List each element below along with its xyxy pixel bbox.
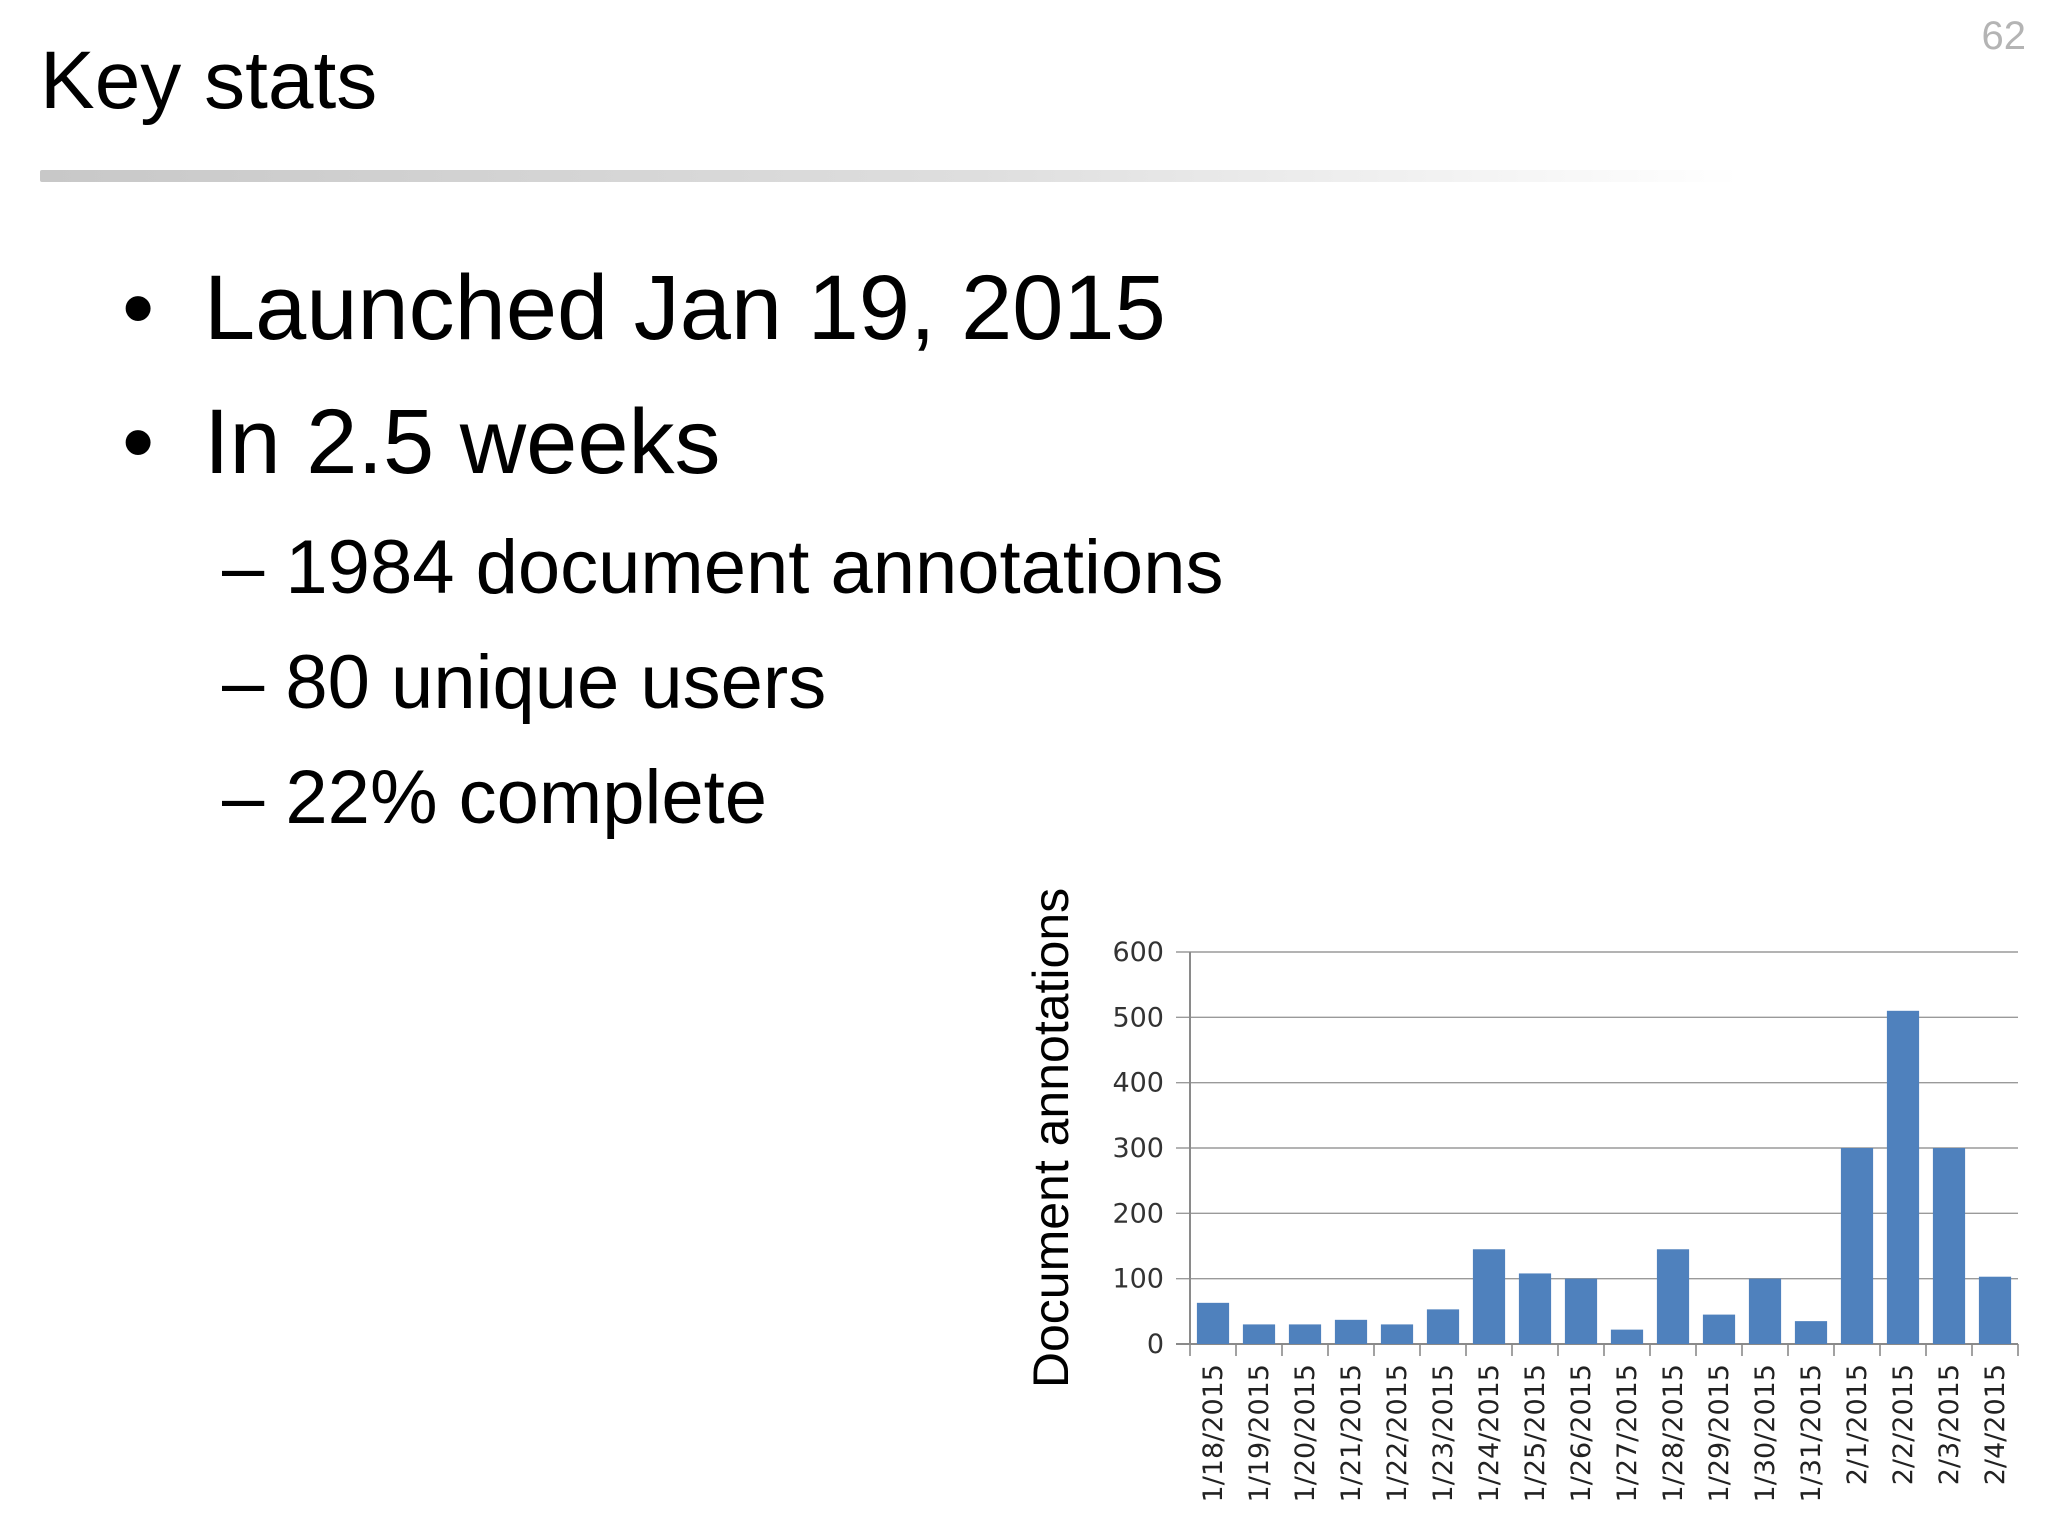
bar — [1794, 1321, 1828, 1344]
bar — [1196, 1302, 1230, 1344]
y-tick-label: 400 — [1112, 1068, 1164, 1099]
x-tick-label: 1/26/2015 — [1566, 1364, 1597, 1502]
x-tick-label: 1/21/2015 — [1336, 1364, 1367, 1502]
sub-bullet-marker: – — [222, 640, 265, 725]
sub-bullet-annotations: – 1984 document annotations — [222, 530, 1223, 606]
x-tick-label: 1/18/2015 — [1198, 1364, 1229, 1502]
bullet-text: In 2.5 weeks — [204, 391, 721, 493]
x-tick-label: 2/2/2015 — [1888, 1364, 1919, 1485]
bar — [1978, 1276, 2012, 1344]
chart-y-ticks: 0 100 200 300 400 500 600 — [1112, 937, 1164, 1360]
bar — [1656, 1249, 1690, 1344]
bar — [1886, 1010, 1920, 1344]
x-tick-label: 1/24/2015 — [1474, 1364, 1505, 1502]
x-tick-label: 1/23/2015 — [1428, 1364, 1459, 1502]
x-tick-label: 1/22/2015 — [1382, 1364, 1413, 1502]
x-tick-label: 2/1/2015 — [1842, 1364, 1873, 1485]
bullet-marker: • — [122, 257, 155, 359]
x-tick-label: 2/3/2015 — [1934, 1364, 1965, 1485]
x-tick-label: 2/4/2015 — [1980, 1364, 2011, 1485]
chart-gridlines — [1176, 951, 2019, 1356]
y-axis-label: Document annotations — [1023, 888, 1079, 1388]
bullet-weeks: • In 2.5 weeks — [122, 396, 721, 488]
chart-x-ticks: 1/18/2015 1/19/2015 1/20/2015 1/21/2015 1/22… — [1198, 1364, 2011, 1502]
x-tick-label: 1/25/2015 — [1520, 1364, 1551, 1502]
x-tick-label: 1/20/2015 — [1290, 1364, 1321, 1502]
sub-bullet-text: 1984 document annotations — [285, 525, 1224, 610]
chart-bars — [1196, 1010, 2012, 1344]
bar — [1334, 1319, 1368, 1344]
bar — [1380, 1324, 1414, 1344]
bullet-text: Launched Jan 19, 2015 — [204, 257, 1166, 359]
bar — [1242, 1324, 1276, 1344]
x-tick-label: 1/30/2015 — [1750, 1364, 1781, 1502]
bar — [1932, 1148, 1966, 1344]
sub-bullet-users: – 80 unique users — [222, 645, 826, 721]
slide-title: Key stats — [40, 35, 378, 126]
x-tick-label: 1/28/2015 — [1658, 1364, 1689, 1502]
bullet-launched: • Launched Jan 19, 2015 — [122, 262, 1166, 354]
bullet-marker: • — [122, 391, 155, 493]
bar — [1426, 1309, 1460, 1344]
y-tick-label: 0 — [1147, 1329, 1164, 1360]
y-tick-label: 600 — [1112, 937, 1164, 968]
bar — [1472, 1249, 1506, 1344]
bar — [1610, 1329, 1644, 1344]
sub-bullet-text: 22% complete — [285, 755, 768, 840]
y-tick-label: 500 — [1112, 1002, 1164, 1033]
sub-bullet-complete: – 22% complete — [222, 760, 767, 836]
y-tick-label: 200 — [1112, 1198, 1164, 1229]
sub-bullet-text: 80 unique users — [285, 640, 827, 725]
bar — [1288, 1324, 1322, 1344]
chart-y-axis-label-group: Document annotations — [1023, 888, 1079, 1388]
bar — [1564, 1278, 1598, 1344]
title-divider — [40, 170, 1740, 182]
bar — [1748, 1278, 1782, 1344]
sub-bullet-marker: – — [222, 525, 265, 610]
x-tick-label: 1/27/2015 — [1612, 1364, 1643, 1502]
x-tick-label: 1/31/2015 — [1796, 1364, 1827, 1502]
bar — [1702, 1314, 1736, 1344]
x-tick-label: 1/19/2015 — [1244, 1364, 1275, 1502]
y-tick-label: 300 — [1112, 1133, 1164, 1164]
y-tick-label: 100 — [1112, 1264, 1164, 1295]
sub-bullet-marker: – — [222, 755, 265, 840]
bar — [1840, 1148, 1874, 1344]
bar — [1518, 1273, 1552, 1344]
slide-number: 62 — [1981, 14, 2027, 58]
x-tick-label: 1/29/2015 — [1704, 1364, 1735, 1502]
